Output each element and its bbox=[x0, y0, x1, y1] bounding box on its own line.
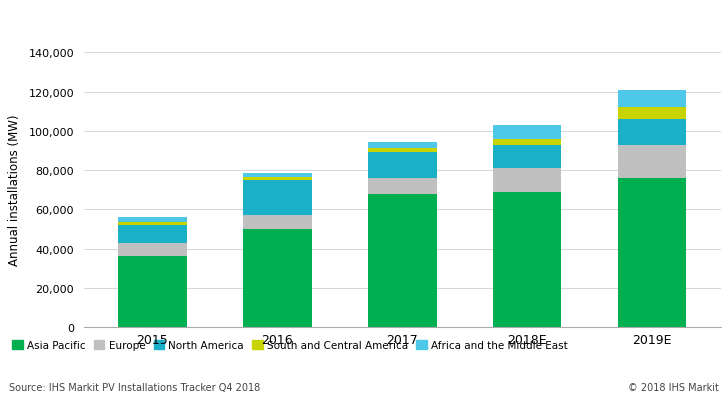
Bar bbox=[243, 180, 312, 216]
Bar bbox=[243, 229, 312, 327]
Bar bbox=[368, 194, 437, 327]
Bar bbox=[368, 178, 437, 194]
Bar bbox=[617, 145, 687, 178]
Bar bbox=[617, 108, 687, 120]
Bar bbox=[243, 173, 312, 178]
Bar bbox=[243, 216, 312, 229]
Bar bbox=[118, 243, 187, 257]
Bar bbox=[118, 257, 187, 327]
Bar bbox=[243, 178, 312, 180]
Bar bbox=[368, 149, 437, 153]
Bar bbox=[118, 225, 187, 243]
Bar bbox=[617, 178, 687, 327]
Bar bbox=[617, 90, 687, 108]
Bar bbox=[118, 218, 187, 222]
Bar bbox=[493, 126, 561, 139]
Bar bbox=[118, 222, 187, 225]
Bar bbox=[368, 142, 437, 149]
Bar bbox=[368, 153, 437, 178]
Text: © 2018 IHS Markit: © 2018 IHS Markit bbox=[628, 382, 719, 392]
Bar bbox=[493, 169, 561, 192]
Y-axis label: Annual installations (MW): Annual installations (MW) bbox=[9, 115, 21, 266]
Bar bbox=[493, 145, 561, 169]
Bar bbox=[493, 139, 561, 145]
Text: PV installations 2015 to 2019: PV installations 2015 to 2019 bbox=[9, 16, 307, 34]
Bar bbox=[493, 192, 561, 327]
Legend: Asia Pacific, Europe, North America, South and Central America, Africa and the M: Asia Pacific, Europe, North America, Sou… bbox=[12, 340, 568, 351]
Bar bbox=[617, 120, 687, 145]
Text: Source: IHS Markit PV Installations Tracker Q4 2018: Source: IHS Markit PV Installations Trac… bbox=[9, 382, 261, 392]
